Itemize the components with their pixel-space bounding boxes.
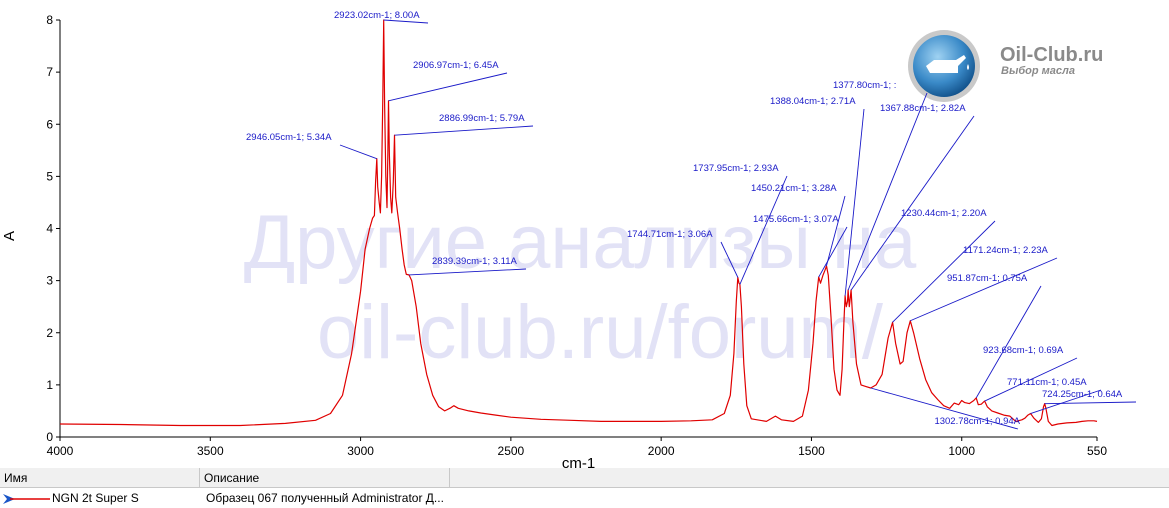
peak-annotation: 2839.39cm-1; 3.11A <box>432 256 518 267</box>
peak-annotation: 2923.02cm-1; 8.00A <box>334 10 420 21</box>
peak-annotation: 1744.71cm-1; 3.06A <box>627 229 713 240</box>
axes: 0 1 2 3 4 5 6 7 8 4000 3500 3000 2500 2000 1500 1000 550 <box>46 13 1107 458</box>
annotation-leader <box>844 108 865 296</box>
peak-annotation: 1450.21cm-1; 3.28A <box>751 183 837 194</box>
legend-row-name: NGN 2t Super S <box>52 491 139 505</box>
annotations: 2923.02cm-1; 8.00A 2906.97cm-1; 6.45A 2886… <box>246 10 1137 430</box>
y-tick-label: 0 <box>46 430 53 444</box>
y-tick-label: 7 <box>46 65 53 79</box>
oil-club-logo: Oil-Club.ru Выбор масла <box>908 30 1103 102</box>
annotation-leader <box>910 257 1058 322</box>
annotation-leader <box>408 268 527 276</box>
x-tick-label: 3500 <box>197 444 224 458</box>
column-header-description[interactable]: Описание <box>200 468 450 488</box>
y-tick-label: 3 <box>46 274 53 288</box>
plot-area <box>59 19 1098 427</box>
y-tick-label: 6 <box>46 117 53 131</box>
peak-annotation: 771.11cm-1; 0.45A <box>1007 377 1087 388</box>
row-pointer-icon <box>3 494 15 504</box>
series-line <box>59 19 1098 427</box>
annotation-leader <box>394 125 534 136</box>
y-tick-label: 8 <box>46 13 53 27</box>
annotation-leader <box>818 226 848 278</box>
legend-table: Имя Описание NGN 2t Super S Образец 067 … <box>0 468 1169 508</box>
peak-annotation: 2946.05cm-1; 5.34A <box>246 132 332 143</box>
peak-annotation: 1388.04cm-1; 2.71A <box>770 96 856 107</box>
x-tick-label: 1000 <box>948 444 975 458</box>
peak-annotation: 951.87cm-1; 0.75A <box>947 273 1028 284</box>
x-axis-label: cm-1 <box>562 455 595 468</box>
annotation-leader <box>892 220 996 323</box>
y-tick-label: 5 <box>46 169 53 183</box>
peak-annotation: 1377.80cm-1; : <box>833 80 896 91</box>
peak-annotation: 724.25cm-1; 0.64A <box>1042 389 1123 400</box>
annotation-leader <box>1044 401 1137 405</box>
watermark: Другие анализы на oil-club.ru/forum/ <box>244 200 917 375</box>
peak-annotation: 2886.99cm-1; 5.79A <box>439 113 525 124</box>
annotation-leader <box>847 92 928 291</box>
peak-annotation: 1367.88cm-1; 2.82A <box>880 103 966 114</box>
x-tick-label: 2500 <box>498 444 525 458</box>
peak-annotation: 1302.78cm-1; 0.94A <box>934 416 1020 427</box>
watermark-line-2: oil-club.ru/forum/ <box>317 290 884 375</box>
annotation-leader <box>850 115 975 291</box>
peak-annotation: 1475.66cm-1; 3.07A <box>753 214 839 225</box>
oil-can-icon <box>926 55 969 73</box>
y-tick-label: 4 <box>46 222 53 236</box>
annotation-leader <box>388 72 508 102</box>
peak-annotation: 1171.24cm-1; 2.23A <box>963 245 1049 256</box>
annotation-leader <box>339 144 377 160</box>
peak-annotation: 2906.97cm-1; 6.45A <box>413 60 499 71</box>
x-tick-label: 1500 <box>798 444 825 458</box>
annotation-leader <box>383 19 429 24</box>
column-header-name[interactable]: Имя <box>0 468 200 488</box>
annotation-leader <box>739 175 788 285</box>
peak-annotation: 923.68cm-1; 0.69A <box>983 345 1064 356</box>
y-axis-label: A <box>1 231 18 241</box>
x-tick-label: 4000 <box>47 444 74 458</box>
annotation-leader <box>825 195 846 267</box>
annotation-leader <box>870 387 1019 430</box>
y-tick-label: 2 <box>46 326 53 340</box>
watermark-line-1: Другие анализы на <box>244 200 917 285</box>
legend-header: Имя Описание <box>0 468 1169 488</box>
peak-annotation: 1737.95cm-1; 2.93A <box>693 163 779 174</box>
y-tick-label: 1 <box>46 378 53 392</box>
logo-subtitle: Выбор масла <box>1001 65 1075 77</box>
x-tick-label: 2000 <box>648 444 675 458</box>
spectrum-chart: Другие анализы на oil-club.ru/forum/ Oil… <box>1 10 1137 468</box>
peak-annotation: 1230.44cm-1; 2.20A <box>901 208 987 219</box>
series-swatch <box>3 494 50 504</box>
x-tick-label: 3000 <box>347 444 374 458</box>
annotation-leader <box>975 285 1042 399</box>
x-tick-label: 550 <box>1087 444 1107 458</box>
annotation-leader <box>720 241 739 278</box>
annotation-leader <box>1030 389 1102 414</box>
legend-row[interactable]: NGN 2t Super S Образец 067 полученный Ad… <box>0 489 1169 508</box>
logo-title: Oil-Club.ru <box>1000 44 1103 66</box>
annotation-leader <box>984 357 1078 402</box>
legend-row-description: Образец 067 полученный Administrator Д..… <box>206 491 444 505</box>
